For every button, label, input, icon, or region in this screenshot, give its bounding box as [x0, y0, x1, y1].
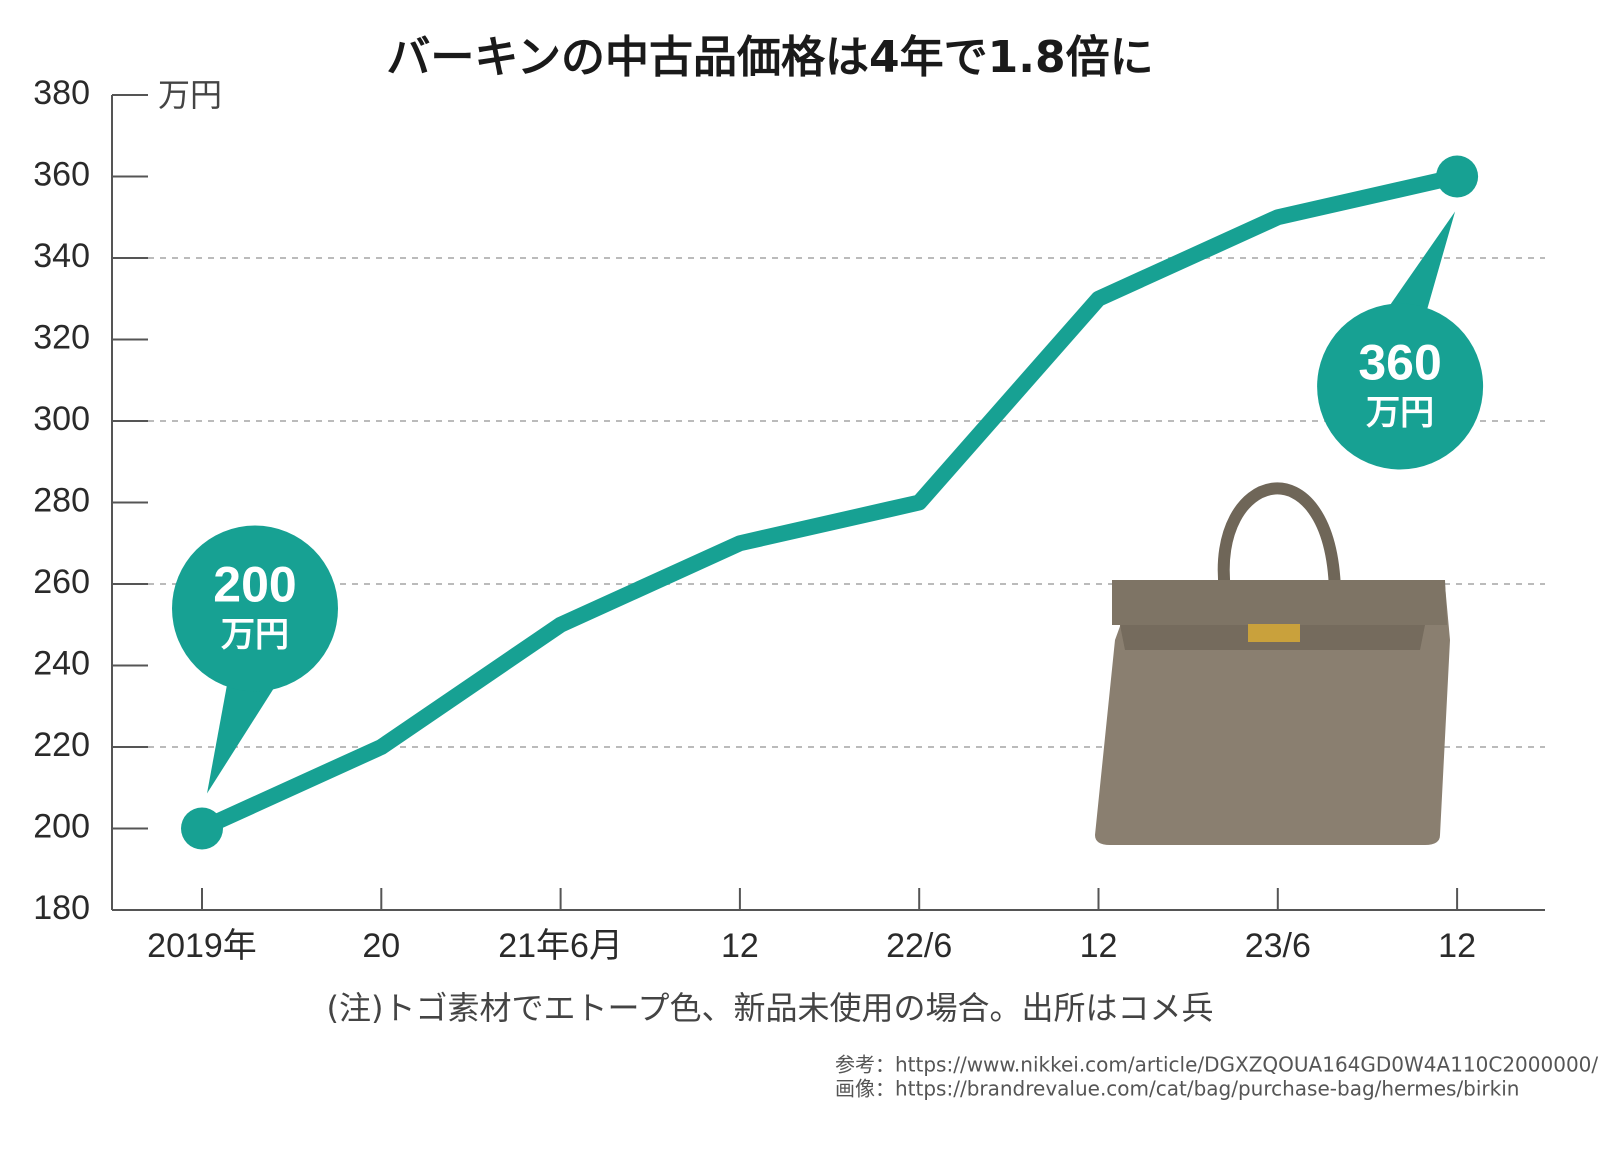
x-tick-label: 12	[1438, 927, 1476, 965]
x-tick-label: 22/6	[886, 927, 952, 965]
callout	[172, 525, 338, 692]
callout-tail	[207, 668, 280, 794]
y-tick-label: 180	[33, 889, 90, 927]
end-point	[1436, 155, 1479, 198]
bag-image	[1095, 482, 1450, 845]
callout-unit: 万円	[221, 615, 289, 655]
x-tick-label: 23/6	[1245, 927, 1311, 965]
callout-unit: 万円	[1366, 393, 1434, 433]
y-tick-label: 340	[33, 237, 90, 275]
y-tick-label: 240	[33, 644, 90, 682]
source-line: 画像：https://brandrevalue.com/cat/bag/purc…	[835, 1077, 1519, 1101]
y-tick-label: 300	[33, 400, 90, 438]
y-tick-label: 260	[33, 563, 90, 601]
x-tick-label: 20	[362, 927, 400, 965]
x-tick-label: 21年6月	[498, 927, 623, 965]
x-tick-label: 2019年	[147, 927, 257, 965]
callout-tail	[1375, 211, 1456, 327]
x-tick-label: 12	[1080, 927, 1118, 965]
plot: 180 200 220 240 260 280 300 320 340 360 380 2019年 20…	[33, 74, 1545, 965]
callout-value: 200	[213, 557, 296, 613]
y-tick-label: 280	[33, 481, 90, 519]
callout	[1317, 303, 1484, 470]
note: (注)トゴ素材でエトープ色、新品未使用の場合。出所はコメ兵	[326, 989, 1213, 1027]
chart-title: バーキンの中古品価格は4年で1.8倍に	[386, 32, 1153, 83]
y-tick-label: 360	[33, 155, 90, 193]
end-point	[181, 807, 223, 850]
line	[198, 168, 1459, 836]
y-tick-label: 220	[33, 726, 90, 764]
y-unit: 万円	[158, 76, 222, 114]
y-tick-label: 380	[33, 74, 90, 112]
y-tick-label: 200	[33, 807, 90, 845]
callout-value: 360	[1358, 335, 1441, 391]
x-tick-label: 12	[721, 927, 759, 965]
y-tick-label: 320	[33, 318, 90, 356]
sources: 参考：https://www.nikkei.com/article/DGXZQO…	[835, 1053, 1598, 1101]
source-line: 参考：https://www.nikkei.com/article/DGXZQO…	[835, 1053, 1598, 1077]
